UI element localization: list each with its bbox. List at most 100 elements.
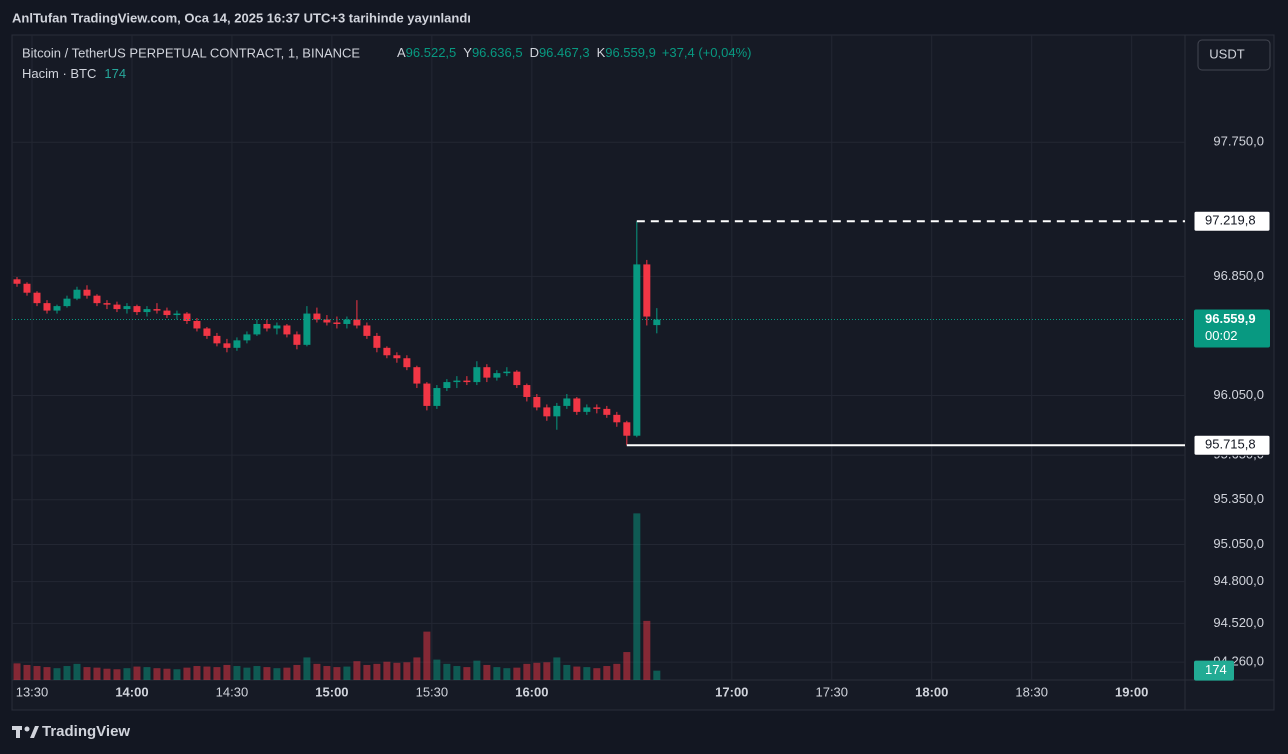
x-tick-label: 15:00 [315,684,348,699]
ohlc-value: 96.636,5 [472,45,523,60]
logo [12,726,39,738]
y-tick-label: 94.520,0 [1213,615,1264,630]
candle-body [183,313,191,322]
ohlc-legend: A96.522,5 Y96.636,5 D96.467,3 K96.559,9 +37,… [397,45,751,60]
candle-body [153,309,161,311]
volume-bar [23,664,31,680]
candle-body [213,335,221,344]
candle-body [613,414,621,423]
ohlc-key: Y [463,45,472,60]
candle-body [373,335,381,348]
volume-bar [513,667,521,680]
volume-bar [63,666,71,680]
volume-bar [603,666,611,680]
candle-body [453,380,461,383]
volume-bar [463,667,471,680]
volume-bar [373,663,381,680]
volume-bar [233,666,241,680]
candle-body [503,371,511,374]
candle-body [593,407,601,409]
volume-bar [583,667,591,680]
candle-body [653,319,661,326]
volume-bar [133,666,141,680]
price-line-label: 95.715,8 [1205,437,1256,452]
candle-body [353,319,361,326]
volume-bar [173,669,181,680]
volume-bar [483,664,491,680]
candle-body [393,355,401,359]
candle-body [63,298,71,307]
y-tick-label: 97.750,0 [1213,134,1264,149]
candle-body [163,310,171,316]
candle-body [603,408,611,415]
candle-body [413,367,421,384]
volume-badge-label: 174 [1205,662,1227,677]
volume-bar [103,668,111,680]
candle-body [583,407,591,412]
x-tick-label: 14:00 [115,684,148,699]
candle-body [463,380,471,383]
volume-bar [383,661,391,680]
footer-brand: TradingView [42,723,130,740]
volume-bar [453,666,461,680]
volume-bar [353,661,361,680]
x-tick-label: 17:00 [715,684,748,699]
volume-bar [73,663,81,680]
marks [12,220,1185,680]
candle-body [633,264,641,436]
volume-bar [633,513,641,680]
candle-body [543,407,551,417]
chart-panel [11,34,1275,711]
x-tick-label: 16:00 [515,684,548,699]
candle-body [303,313,311,345]
volume-bar [473,660,481,680]
candle-body [403,358,411,368]
candle-body [23,283,31,293]
volume-bar [303,657,311,680]
candle-body [103,303,111,305]
volume-bar [223,664,231,680]
candle-body [323,319,331,323]
change: +37,4 (+0,04%) [662,45,752,60]
currency-button[interactable] [1197,39,1271,71]
y-tick-label: 96.850,0 [1213,268,1264,283]
price-line-label: 97.219,8 [1205,213,1256,228]
candle-body [13,279,21,284]
candle-body [533,396,541,408]
volume-bar [543,662,551,680]
y-tick-label: 96.050,0 [1213,387,1264,402]
volume-bar [503,668,511,680]
candle-body [33,292,41,304]
ohlc-value: 96.522,5 [406,45,457,60]
volume-bar [13,663,21,680]
volume-bar [493,667,501,680]
candle-body [343,319,351,324]
candle-body [383,347,391,356]
publisher-line: AnlTufan TradingView.com, Oca 14, 2025 1… [12,10,471,25]
volume-bar [293,664,301,680]
volume-bar [143,667,151,680]
volume-bar [113,669,121,680]
candle-body [493,373,501,378]
volume-legend: Hacim · BTC 174 [22,66,126,81]
volume-bar [553,657,561,680]
currency[interactable]: USDT [1209,46,1244,61]
candle-body [553,405,561,417]
volume-bar [83,667,91,680]
candle-body [483,367,491,378]
volume-bar [393,662,401,680]
candle-body [83,289,91,296]
volume-bar [43,667,51,680]
x-tick-label: 18:00 [915,684,948,699]
volume-bar [283,667,291,680]
candle-body [123,306,131,310]
labels: 96.559,9 00:02 97.219,8 95.715,8 174 [1193,210,1271,681]
volume-bar [413,657,421,680]
candle-body [93,295,101,304]
volume-bar [243,667,251,680]
volume-bar [93,667,101,680]
candle-body [73,289,81,299]
volume-bar [163,668,171,680]
ohlc-value: 96.559,9 [605,45,656,60]
